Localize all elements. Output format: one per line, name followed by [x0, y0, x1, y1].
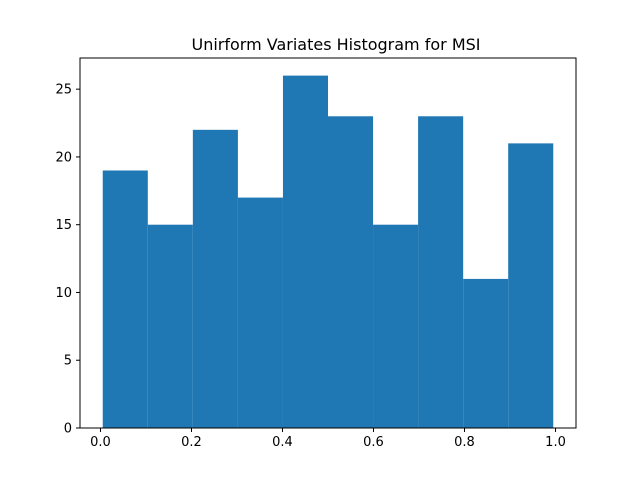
histogram-bar-6	[328, 116, 374, 428]
x-axis: 0.0 0.2 0.4 0.6 0.8 1.0	[90, 428, 566, 450]
histogram-bar-9	[463, 278, 509, 428]
histogram-bar-7	[373, 224, 419, 428]
plot-frame	[79, 57, 577, 429]
y-tick-label: 5	[64, 354, 72, 369]
y-axis: 0 5 10 15 20 25	[55, 83, 80, 437]
histogram-bar-4	[237, 197, 283, 428]
x-tick-label: 0.2	[181, 435, 202, 450]
chart-title: Unirform Variates Histogram for MSI	[192, 35, 481, 54]
y-tick-label: 15	[55, 218, 72, 233]
y-tick-label: 0	[64, 422, 72, 437]
x-tick-label: 0.4	[272, 435, 293, 450]
histogram-bar-10	[508, 143, 554, 428]
histogram-bar-2	[147, 224, 193, 428]
x-tick-label: 0.6	[363, 435, 384, 450]
y-tick-label: 10	[55, 286, 72, 301]
bars-layer	[102, 75, 554, 429]
x-tick-label: 0.0	[90, 435, 111, 450]
histogram-bar-5	[282, 75, 328, 429]
y-tick-label: 20	[55, 150, 72, 165]
x-tick-label: 0.8	[454, 435, 475, 450]
histogram-bar-3	[192, 129, 238, 428]
histogram-bar-1	[102, 170, 148, 429]
histogram-bar-8	[418, 116, 464, 428]
y-tick-label: 25	[55, 83, 72, 98]
x-tick-label: 1.0	[545, 435, 566, 450]
